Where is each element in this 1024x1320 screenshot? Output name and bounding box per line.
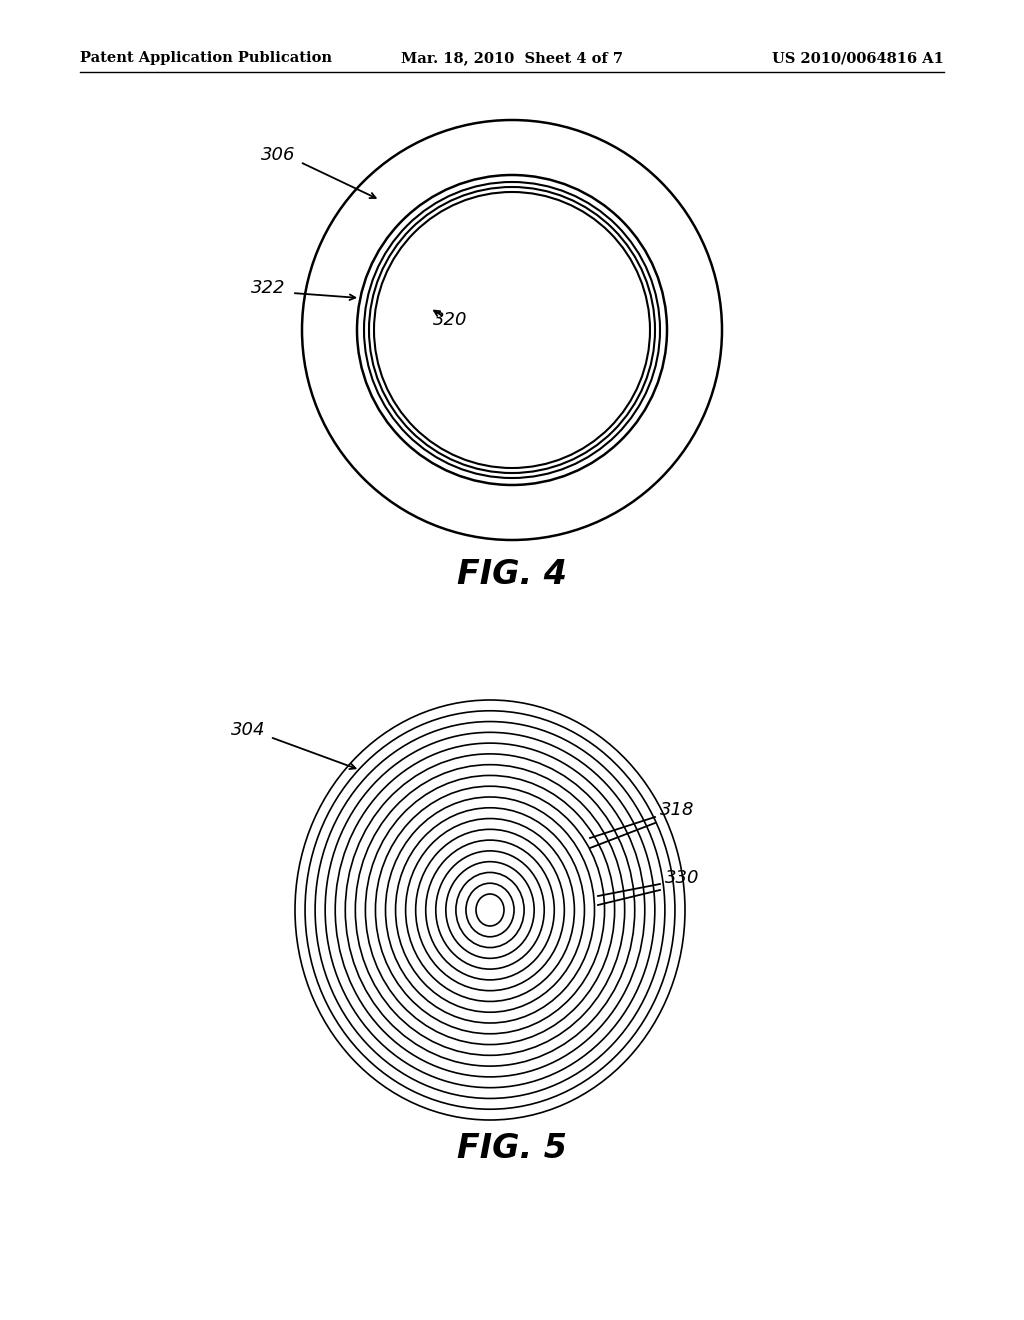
Text: US 2010/0064816 A1: US 2010/0064816 A1 xyxy=(772,51,944,65)
Text: FIG. 5: FIG. 5 xyxy=(457,1131,567,1164)
Text: 320: 320 xyxy=(433,312,467,329)
Text: 306: 306 xyxy=(261,147,295,164)
Text: 304: 304 xyxy=(230,721,265,739)
Text: 330: 330 xyxy=(665,869,699,887)
Text: 322: 322 xyxy=(251,279,286,297)
Text: Patent Application Publication: Patent Application Publication xyxy=(80,51,332,65)
Text: FIG. 4: FIG. 4 xyxy=(457,557,567,590)
Text: 318: 318 xyxy=(660,801,694,818)
Text: Mar. 18, 2010  Sheet 4 of 7: Mar. 18, 2010 Sheet 4 of 7 xyxy=(401,51,623,65)
